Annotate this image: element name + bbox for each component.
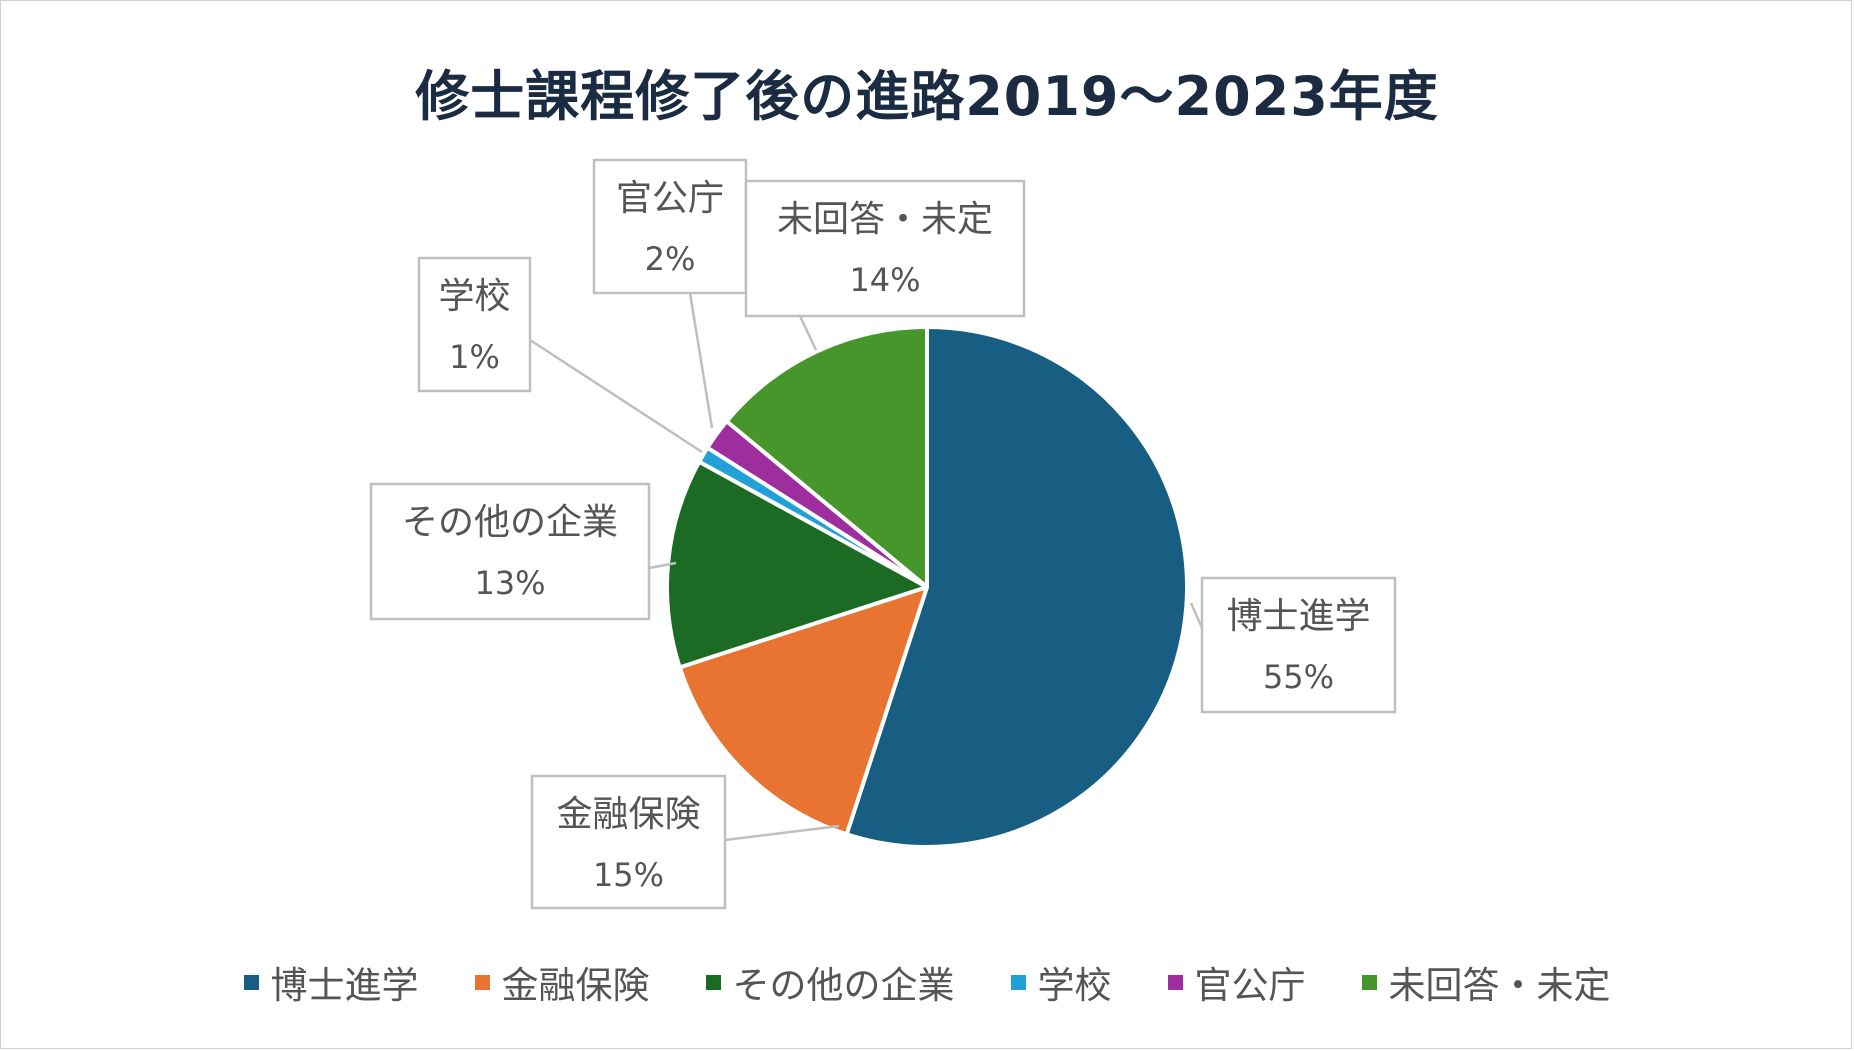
label-box-finance: [530, 774, 727, 910]
legend-swatch-other-companies: [705, 974, 721, 990]
legend-label-finance: 金融保険: [501, 964, 650, 1007]
pie-slice-other-companies: [665, 459, 929, 670]
data-label-doctoral: 博士進学 55%: [1189, 576, 1397, 714]
label-box-other-companies: [369, 482, 651, 621]
chart-title: 修士課程修了後の進路2019～2023年度: [415, 65, 1439, 128]
legend-swatch-doctoral: [243, 974, 259, 990]
label-value-government: 2%: [645, 240, 696, 278]
leader-line-undecided: [798, 315, 818, 351]
leader-line-school: [529, 338, 703, 454]
legend-swatch-finance: [474, 974, 490, 990]
legend-item-school: 学校: [1010, 955, 1112, 1009]
legend-swatch-undecided: [1361, 974, 1377, 990]
label-name-government: 官公庁: [616, 178, 724, 219]
leader-line-other-companies: [648, 561, 677, 570]
label-value-school: 1%: [449, 338, 500, 376]
pie-slice-undecided: [724, 325, 929, 589]
data-label-other-companies: その他の企業 13%: [369, 482, 677, 621]
leader-line-government: [688, 292, 714, 429]
label-value-finance: 15%: [593, 856, 664, 894]
legend-item-finance: 金融保険: [474, 955, 650, 1009]
pie-slice-doctoral: [844, 325, 1189, 849]
data-label-finance: 金融保険 15%: [530, 774, 840, 910]
legend-swatch-government: [1167, 974, 1183, 990]
legend-swatch-school: [1010, 974, 1026, 990]
legend: 博士進学 金融保険 その他の企業 学校 官公庁 未回答・未定: [0, 955, 1854, 1009]
legend-label-doctoral: 博士進学: [270, 964, 419, 1007]
label-box-school: [417, 256, 532, 393]
label-name-doctoral: 博士進学: [1226, 596, 1370, 637]
legend-item-government: 官公庁: [1167, 955, 1306, 1009]
legend-item-other-companies: その他の企業: [705, 955, 955, 1009]
label-box-government: [592, 158, 748, 295]
label-value-undecided: 14%: [849, 261, 920, 299]
label-box-doctoral: [1200, 576, 1397, 714]
legend-label-undecided: 未回答・未定: [1388, 964, 1611, 1007]
legend-item-undecided: 未回答・未定: [1361, 955, 1611, 1009]
pie-slices: [665, 325, 1189, 849]
legend-label-school: 学校: [1037, 964, 1112, 1007]
leader-line-doctoral: [1189, 602, 1204, 629]
label-name-other-companies: その他の企業: [402, 502, 618, 543]
leader-line-finance: [724, 824, 840, 842]
data-label-school: 学校 1%: [417, 256, 703, 454]
data-label-government: 官公庁 2%: [592, 158, 748, 429]
legend-label-other-companies: その他の企業: [732, 964, 955, 1007]
label-name-school: 学校: [438, 276, 510, 317]
label-name-finance: 金融保険: [556, 794, 700, 835]
label-value-other-companies: 13%: [474, 564, 545, 602]
legend-item-doctoral: 博士進学: [243, 955, 419, 1009]
data-label-undecided: 未回答・未定 14%: [744, 179, 1026, 351]
label-box-undecided: [744, 179, 1026, 318]
legend-label-government: 官公庁: [1194, 964, 1306, 1007]
label-value-doctoral: 55%: [1263, 658, 1334, 696]
label-name-undecided: 未回答・未定: [777, 199, 993, 240]
